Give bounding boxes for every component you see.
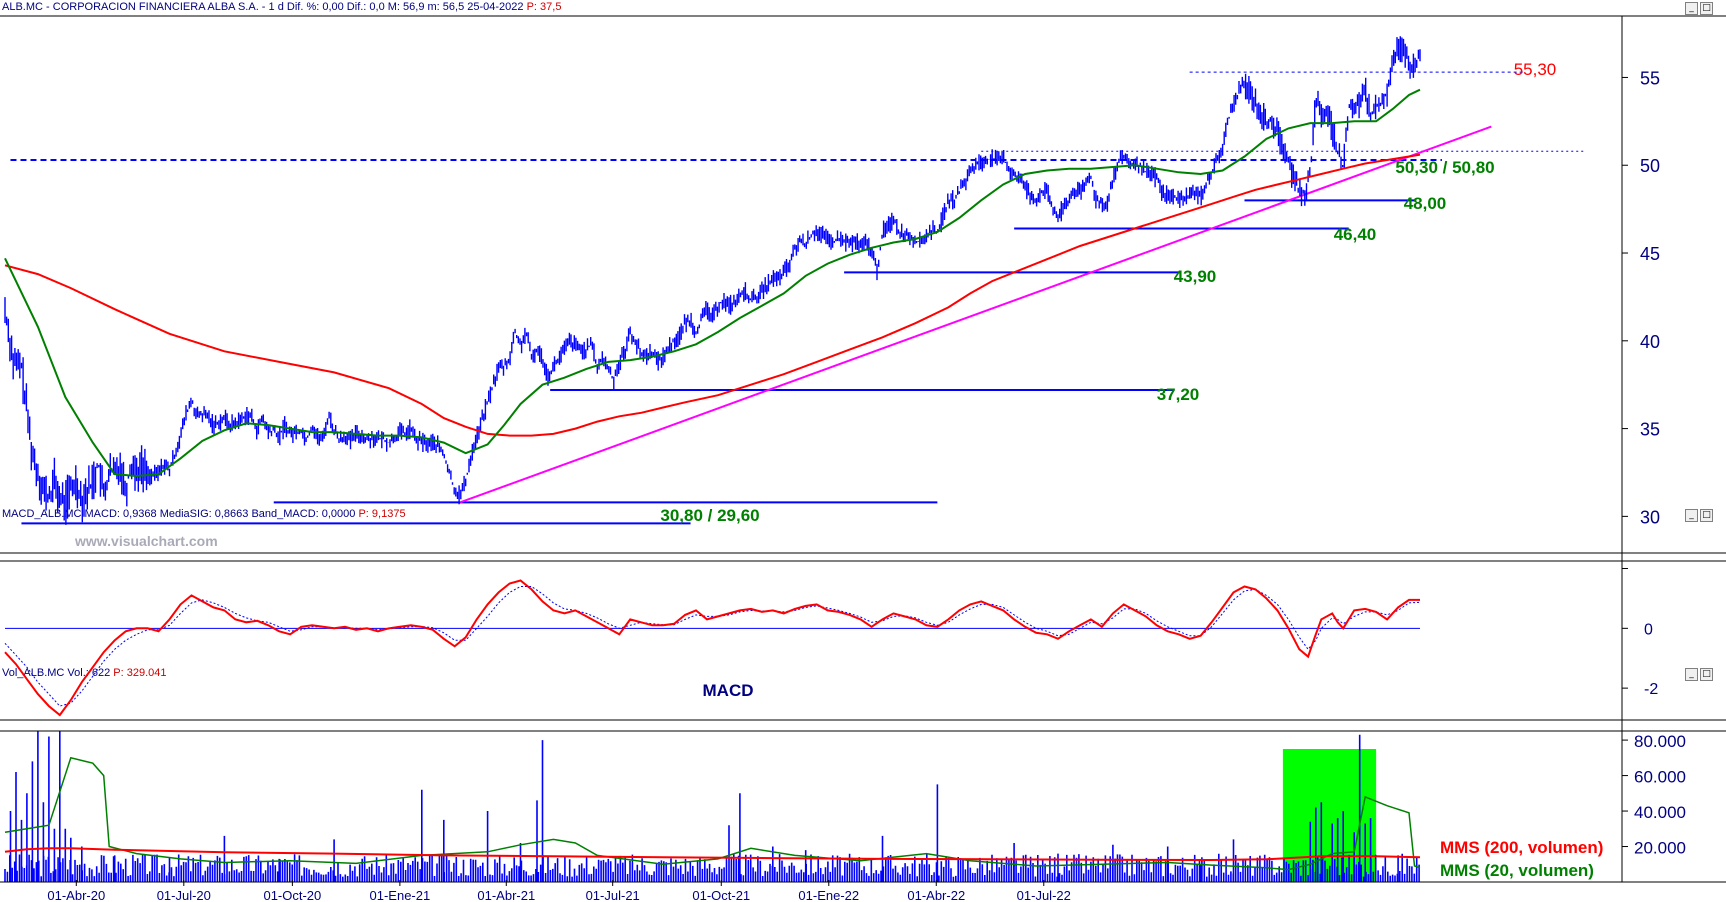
minimize-icon[interactable]: _ [1685, 668, 1698, 681]
y-tick-label: 40.000 [1634, 803, 1686, 822]
legend-mms20: MMS (20, volumen) [1440, 861, 1594, 880]
x-tick-label: 01-Abr-22 [907, 888, 965, 902]
volume-extra: P: 329.041 [113, 667, 167, 679]
volume-bars [4, 731, 1420, 882]
restore-icon[interactable]: □ [1700, 668, 1713, 681]
y-tick-label: 0 [1644, 621, 1653, 638]
restore-icon[interactable]: □ [1700, 2, 1713, 15]
x-tick-label: 01-Oct-20 [263, 888, 321, 902]
price-bars [4, 36, 1421, 525]
macd-line [4, 579, 1420, 717]
interval-label: 1 d [268, 1, 284, 13]
y-tick-label: 20.000 [1634, 839, 1686, 858]
x-tick-label: 01-Ene-21 [370, 888, 431, 902]
x-tick-label: 01-Jul-21 [586, 888, 640, 902]
macd-extra: P: 9,1375 [358, 508, 406, 520]
level-label: 48,00 [1404, 194, 1447, 213]
y-tick-label: -2 [1644, 681, 1658, 698]
y-tick-label: 80.000 [1634, 732, 1686, 751]
y-tick-label: 45 [1640, 244, 1660, 264]
y-tick-label: 50 [1640, 156, 1660, 176]
symbol-label: ALB.MC [2, 1, 43, 13]
minimize-icon[interactable]: _ [1685, 2, 1698, 15]
price-info: Dif. %: 0,00 Dif.: 0,0 M: 56,9 m: 56,5 2… [286, 1, 524, 13]
y-tick-label: 55 [1640, 68, 1660, 88]
level-label: 30,80 / 29,60 [660, 506, 759, 525]
level-label: 50,30 / 50,80 [1395, 158, 1494, 177]
level-label: 43,90 [1174, 267, 1217, 286]
price-extra: P: 37,5 [526, 1, 562, 13]
y-tick-label: 60.000 [1634, 768, 1686, 787]
macd-info: MACD_ALB.MC MACD: 0,9368 MediaSIG: 0,866… [2, 508, 356, 520]
macd-title: MACD [703, 681, 754, 700]
company-name: CORPORACION FINANCIERA ALBA S.A. [52, 1, 259, 13]
y-tick-label: 40 [1640, 332, 1660, 352]
restore-icon[interactable]: □ [1700, 509, 1713, 522]
trend-line [459, 125, 1492, 504]
volume-info: Vol_ALB.MC Vol.: 622 [2, 667, 111, 679]
x-tick-label: 01-Abr-21 [477, 888, 535, 902]
level-label: 37,20 [1157, 385, 1200, 404]
sma20-line [4, 88, 1421, 478]
macd-panel-header: MACD_ALB.MC MACD: 0,9368 MediaSIG: 0,866… [2, 508, 406, 520]
x-tick-label: 01-Jul-22 [1017, 888, 1071, 902]
x-tick-label: 01-Ene-22 [798, 888, 859, 902]
x-tick-label: 01-Jul-20 [157, 888, 211, 902]
level-label: 55,30 [1514, 60, 1557, 79]
y-tick-label: 35 [1640, 420, 1660, 440]
sma200-line [4, 153, 1421, 437]
x-tick-label: 01-Abr-20 [47, 888, 105, 902]
price-panel-header: ALB.MC - CORPORACION FINANCIERA ALBA S.A… [2, 1, 562, 13]
legend-mms200: MMS (200, volumen) [1440, 838, 1603, 857]
volume-panel-header: Vol_ALB.MC Vol.: 622 P: 329.041 [2, 667, 167, 679]
watermark: www.visualchart.com [74, 533, 218, 549]
volume-highlight [1282, 749, 1377, 882]
volume-mms200-line [4, 847, 1421, 862]
y-tick-label: 30 [1640, 507, 1660, 527]
level-label: 46,40 [1334, 225, 1377, 244]
minimize-icon[interactable]: _ [1685, 509, 1698, 522]
x-tick-label: 01-Oct-21 [692, 888, 750, 902]
